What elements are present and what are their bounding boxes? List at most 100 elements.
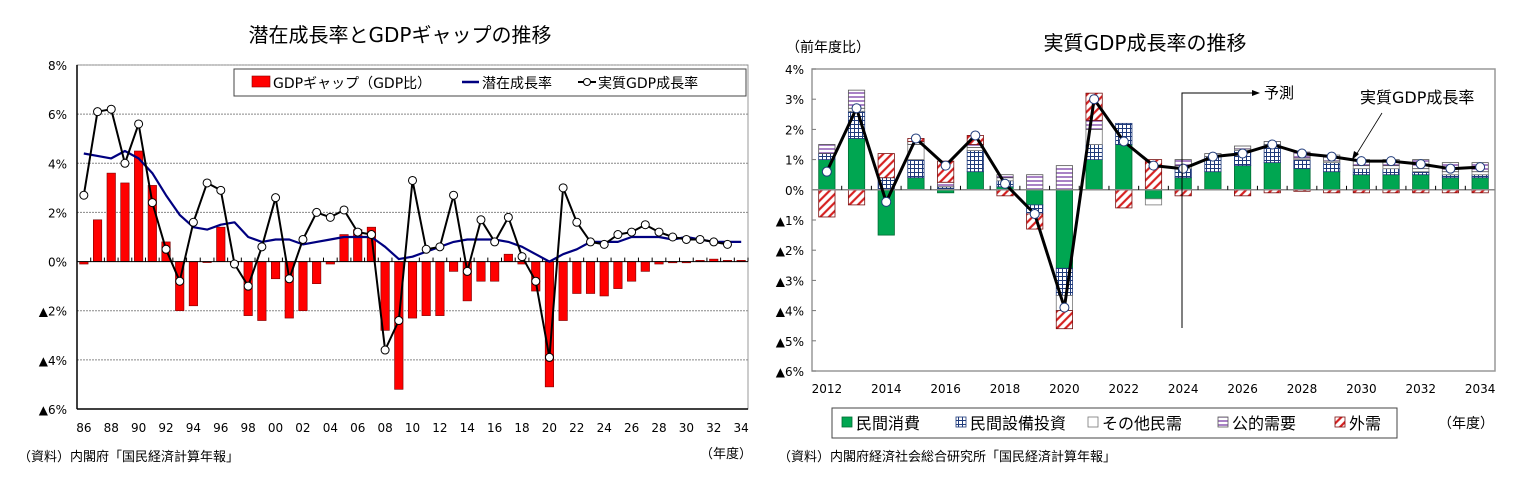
gdp-gap-bar <box>585 261 596 294</box>
gdp-gap-bar <box>188 261 198 307</box>
real-gdp-growth-point <box>435 242 445 252</box>
y-tick-label: 8% <box>48 59 67 73</box>
real-gdp-growth-point <box>627 227 637 237</box>
x-tick-label: 18 <box>514 421 529 435</box>
real-gdp-growth-point <box>161 244 171 254</box>
x-tick-label: 14 <box>460 421 475 435</box>
x-tick-label: 28 <box>651 421 666 435</box>
real-gdp-growth-point <box>572 217 582 227</box>
real-gdp-growth-point <box>1029 208 1040 219</box>
x-tick-label: 26 <box>624 421 639 435</box>
contribution-segment-solid <box>907 177 925 191</box>
real-gdp-growth-point <box>408 175 417 185</box>
contribution-segment-solid <box>1204 171 1222 191</box>
real-gdp-growth-point <box>490 237 500 247</box>
contribution-segment-solid <box>1471 177 1489 191</box>
gdp-gap-bar <box>640 261 650 272</box>
real-gdp-growth-point <box>517 252 527 262</box>
y-tick-label: ▲4% <box>776 305 804 319</box>
gdp-gap-bar <box>599 261 609 297</box>
contribution-segment-h-stripes <box>818 144 836 154</box>
x-tick-label: 24 <box>597 421 612 435</box>
x-axis-ticks: 2012 2014 2016 2018 2020 2022 2024 2026 2028 2030… <box>812 185 1495 396</box>
real-gdp-growth-chart: （前年度比） 実質GDP成長率の推移 4% 3% 2% 1% 0% ▲1% ▲2% ▲3% ▲4… <box>770 0 1521 497</box>
contribution-segment-grid <box>1441 174 1460 179</box>
contribution-segment-solid <box>1382 174 1400 191</box>
gdp-gap-bar <box>558 261 568 321</box>
x-tick-label: 2020 <box>1049 382 1080 396</box>
x-tick-label: 2028 <box>1287 382 1318 396</box>
x-axis-unit-label: （年度） <box>700 446 752 462</box>
real-gdp-growth-point <box>910 133 921 144</box>
gdp-gap-bar <box>572 261 582 294</box>
x-axis-unit-label: （年度） <box>1438 416 1494 432</box>
real-gdp-growth-point <box>1118 136 1129 147</box>
contribution-segment-diag-hatch <box>1055 310 1073 330</box>
contribution-segment-solid <box>1293 168 1311 191</box>
contribution-segment-h-stripes <box>937 181 955 188</box>
real-gdp-growth-point <box>243 281 253 291</box>
x-tick-label: 2030 <box>1346 382 1377 396</box>
callout-arrow-head-icon <box>1352 151 1359 160</box>
contribution-segment-diag-hatch <box>818 189 836 218</box>
gdp-gap-bar <box>421 261 431 316</box>
chart-title: 実質GDP成長率の推移 <box>1044 31 1247 55</box>
legend-swatch-h-stripes <box>1217 416 1229 428</box>
legend: 民間消費 民間設備投資 その他民需 公的需要 外需 <box>831 407 1398 439</box>
contribution-segment-h-stripes <box>996 174 1014 179</box>
real-gdp-growth-point <box>271 193 281 203</box>
x-tick-label: 20 <box>542 421 557 435</box>
contribution-segment-grid <box>1352 168 1370 176</box>
real-gdp-callout-label: 実質GDP成長率 <box>1360 88 1474 107</box>
real-gdp-growth-point <box>380 345 390 355</box>
real-gdp-growth-chart-svg: （前年度比） 実質GDP成長率の推移 4% 3% 2% 1% 0% ▲1% ▲2% ▲3% ▲4… <box>776 31 1496 439</box>
potential-growth-line <box>83 149 742 263</box>
x-tick-label: 2012 <box>812 382 843 396</box>
contribution-segment-open <box>1144 198 1163 206</box>
real-gdp-growth-point <box>1326 151 1337 162</box>
contribution-segment-solid <box>1026 189 1044 206</box>
x-tick-label: 08 <box>377 421 392 435</box>
gdp-gap-bar <box>407 261 418 319</box>
x-tick-label: 96 <box>213 421 228 435</box>
y-tick-label: ▲1% <box>776 214 804 228</box>
gdp-gap-bar <box>449 261 459 272</box>
legend-swatch-open <box>1087 416 1099 428</box>
x-tick-label: 06 <box>350 421 365 435</box>
contribution-segment-grid <box>1412 171 1430 176</box>
legend-swatch-solid <box>841 416 853 428</box>
contribution-segment-solid <box>1323 171 1341 191</box>
contribution-segment-diag-hatch <box>847 189 866 206</box>
real-gdp-growth-point <box>558 183 568 193</box>
legend-box <box>831 407 1398 439</box>
real-gdp-growth-point <box>640 220 650 230</box>
real-gdp-growth-point <box>1148 160 1159 171</box>
growth-lines <box>79 104 742 362</box>
real-gdp-growth-point <box>1237 148 1248 159</box>
y-axis-ticks: 8% 6% 4% 2% 0% ▲2% ▲4% ▲6% <box>39 59 67 417</box>
contribution-segment-grid <box>1323 162 1341 173</box>
gdp-gap-bar <box>271 261 281 280</box>
legend-label: 公的需要 <box>1232 414 1296 433</box>
gdp-gap-bar <box>613 261 623 289</box>
x-tick-label: 86 <box>76 421 91 435</box>
gdp-gap-bar <box>216 226 226 262</box>
y-axis-unit-label: （前年度比） <box>786 39 870 56</box>
real-gdp-growth-point <box>613 230 623 240</box>
real-gdp-growth-point <box>821 166 832 177</box>
contribution-segment-solid <box>966 171 984 191</box>
contribution-bars <box>818 89 1489 330</box>
real-gdp-growth-point <box>147 198 157 208</box>
legend-label-real-gdp: 実質GDP成長率 <box>598 75 698 92</box>
real-gdp-growth-point <box>134 119 144 129</box>
real-gdp-growth-point <box>284 274 294 284</box>
real-gdp-growth-point <box>1296 148 1307 159</box>
real-gdp-growth-point <box>366 230 376 240</box>
contribution-segment-diag-hatch <box>1174 189 1192 197</box>
gdp-gap-bar <box>147 185 157 262</box>
legend-box <box>233 68 747 97</box>
x-tick-label: 88 <box>104 421 119 435</box>
gdp-gap-bar <box>627 261 637 282</box>
x-tick-label: 2016 <box>930 382 961 396</box>
real-gdp-growth-point <box>1445 163 1456 174</box>
